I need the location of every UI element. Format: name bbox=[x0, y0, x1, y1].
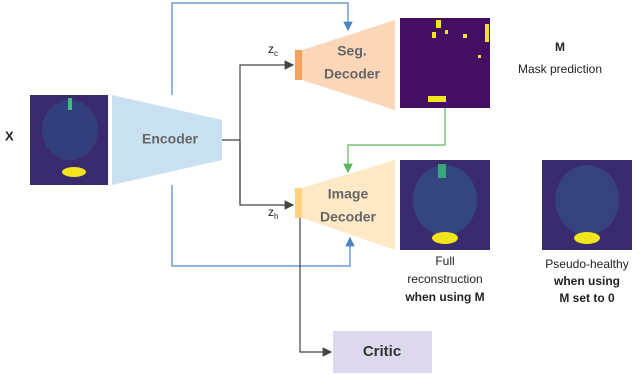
encoder-block bbox=[112, 95, 222, 185]
latent-line bbox=[239, 140, 295, 210]
input-image bbox=[30, 95, 108, 185]
mask-symbol: M bbox=[555, 40, 565, 54]
healthy-condition: M set to 0 bbox=[559, 291, 615, 305]
skip-line bbox=[171, 2, 353, 95]
image-decoder-label: Image bbox=[328, 186, 369, 202]
latent-subscript: h bbox=[274, 212, 278, 221]
latent-symbol: z bbox=[268, 205, 274, 219]
seg-latent-bar bbox=[295, 50, 302, 80]
image-latent-bar bbox=[295, 188, 302, 218]
healthy-caption: Pseudo-healthy bbox=[545, 257, 628, 271]
critic-block bbox=[333, 331, 432, 373]
latent-label: zc bbox=[268, 42, 278, 58]
image-decoder-block bbox=[302, 160, 395, 250]
healthy-condition: when using bbox=[553, 274, 620, 288]
reconstruction-caption: reconstruction bbox=[407, 272, 482, 286]
critic-label: Critic bbox=[363, 343, 401, 360]
latent-symbol: z bbox=[268, 42, 274, 56]
latent-line bbox=[239, 60, 295, 205]
input-label: X bbox=[5, 128, 14, 143]
reconstruction-image bbox=[400, 160, 490, 250]
mask-image bbox=[400, 18, 490, 108]
skip-line bbox=[171, 185, 355, 267]
seg-decoder-label: Decoder bbox=[324, 66, 381, 82]
encoder-label: Encoder bbox=[142, 131, 199, 147]
healthy-image bbox=[542, 160, 632, 250]
connections bbox=[171, 2, 446, 357]
seg-decoder-label: Seg. bbox=[337, 43, 367, 59]
reconstruction-condition: when using M bbox=[404, 290, 484, 304]
mask-line bbox=[343, 108, 446, 174]
latent-label: zh bbox=[268, 205, 278, 221]
critic-line bbox=[299, 218, 333, 357]
reconstruction-caption: Full bbox=[435, 254, 454, 268]
mask-caption: Mask prediction bbox=[518, 62, 602, 76]
image-decoder-label: Decoder bbox=[320, 209, 377, 225]
latent-subscript: c bbox=[274, 49, 278, 58]
seg-decoder-block bbox=[302, 20, 395, 110]
